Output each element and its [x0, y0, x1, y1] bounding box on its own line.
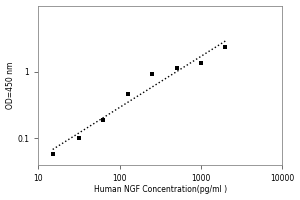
X-axis label: Human NGF Concentration(pg/ml ): Human NGF Concentration(pg/ml ): [94, 185, 227, 194]
Y-axis label: OD=450 nm: OD=450 nm: [6, 61, 15, 109]
Point: [76, 137, 81, 140]
Point: [150, 73, 154, 76]
Point: [101, 118, 106, 121]
Point: [223, 46, 228, 49]
Point: [174, 66, 179, 69]
Point: [125, 93, 130, 96]
Point: [199, 62, 203, 65]
Point: [50, 152, 55, 156]
